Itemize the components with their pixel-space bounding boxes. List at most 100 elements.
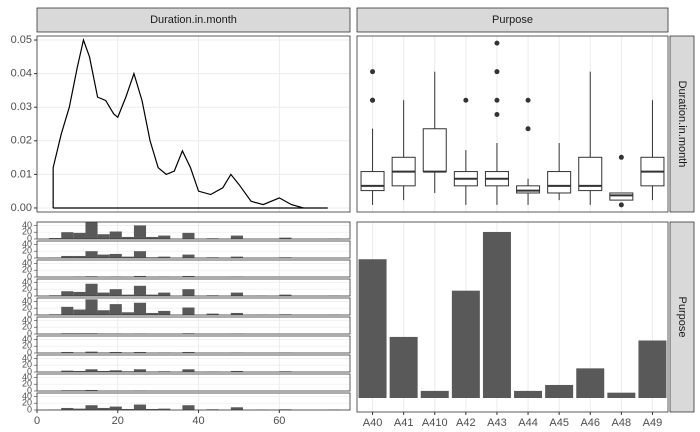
y-tick-label: 20 bbox=[22, 227, 32, 237]
box bbox=[578, 156, 603, 192]
x-tick-label: A40 bbox=[363, 417, 383, 429]
histogram-bar bbox=[133, 275, 147, 277]
histogram-bar bbox=[109, 289, 122, 296]
y-tick-label: 0 bbox=[27, 385, 32, 395]
panel-border bbox=[36, 392, 351, 411]
histogram-bar bbox=[230, 407, 243, 410]
strip bbox=[669, 35, 695, 213]
y-tick-label: 20 bbox=[22, 341, 32, 351]
outlier bbox=[494, 40, 500, 46]
histogram-bar bbox=[97, 234, 110, 239]
y-tick-label: 40 bbox=[22, 239, 32, 249]
histogram-bar bbox=[182, 232, 195, 239]
outlier bbox=[494, 97, 500, 103]
y-tick-label: 20 bbox=[22, 360, 32, 370]
histogram-bar bbox=[133, 369, 147, 372]
panel-background bbox=[37, 336, 350, 353]
panel-border bbox=[36, 240, 351, 259]
histogram-bar bbox=[121, 294, 134, 296]
bar bbox=[545, 384, 574, 399]
outlier bbox=[494, 111, 500, 117]
box bbox=[609, 192, 634, 201]
y-tick-label: 20 bbox=[22, 322, 32, 332]
x-tick-label: A44 bbox=[518, 417, 538, 429]
y-tick-label: 40 bbox=[22, 220, 32, 230]
y-tick-label: 0.00 bbox=[11, 202, 32, 214]
histogram-bar bbox=[73, 408, 86, 410]
box bbox=[360, 171, 385, 192]
outlier bbox=[370, 97, 376, 103]
strip bbox=[36, 7, 351, 33]
histogram-bar bbox=[109, 370, 122, 372]
panel-border bbox=[36, 221, 351, 240]
histogram-bar bbox=[279, 294, 292, 296]
histogram-bar bbox=[61, 370, 74, 372]
histogram-bar bbox=[61, 255, 74, 258]
histogram-bar bbox=[73, 309, 86, 315]
histogram-bar bbox=[133, 351, 147, 353]
outlier bbox=[618, 202, 624, 208]
histogram-bar bbox=[133, 225, 147, 239]
bar bbox=[389, 336, 418, 399]
histogram-bar bbox=[85, 299, 98, 315]
strip-label: Duration.in.month bbox=[150, 14, 237, 26]
y-tick-label: 0 bbox=[27, 271, 32, 281]
y-tick-label: 40 bbox=[22, 277, 32, 287]
panel-border bbox=[356, 221, 669, 413]
bar bbox=[358, 259, 387, 399]
histogram-bar bbox=[230, 235, 243, 239]
histogram-bar bbox=[182, 369, 195, 372]
x-tick-label: A410 bbox=[422, 417, 448, 429]
histogram-bar bbox=[230, 292, 243, 296]
bar bbox=[576, 368, 605, 399]
strip-label: Duration.in.month bbox=[676, 81, 688, 168]
histogram-bar bbox=[158, 292, 171, 296]
histogram-bar bbox=[61, 291, 74, 296]
panel-background bbox=[37, 260, 350, 277]
histogram-bar bbox=[158, 408, 171, 410]
histogram-bar bbox=[109, 406, 122, 410]
histogram-bar bbox=[182, 405, 195, 410]
histogram-bar bbox=[121, 312, 134, 315]
histogram-bar bbox=[73, 370, 86, 372]
y-tick-label: 20 bbox=[22, 398, 32, 408]
histogram-bar bbox=[230, 370, 243, 372]
y-tick-label: 40 bbox=[22, 334, 32, 344]
histogram-bar bbox=[158, 310, 171, 315]
y-tick-label: 0 bbox=[27, 252, 32, 262]
histogram-bar bbox=[121, 236, 134, 239]
y-tick-label: 40 bbox=[22, 258, 32, 268]
histogram-bar bbox=[206, 313, 219, 315]
y-tick-label: 0 bbox=[27, 347, 32, 357]
histogram-bar bbox=[61, 351, 74, 353]
panel-border bbox=[36, 35, 351, 213]
histogram-bar bbox=[85, 405, 98, 410]
histogram-bar bbox=[109, 304, 122, 315]
box bbox=[516, 185, 541, 194]
histogram-bar bbox=[49, 237, 62, 239]
y-tick-label: 0.02 bbox=[11, 135, 32, 147]
outlier bbox=[525, 97, 531, 103]
bar bbox=[607, 392, 636, 399]
bar bbox=[451, 290, 480, 399]
box bbox=[422, 128, 447, 173]
x-tick-label: A49 bbox=[643, 417, 663, 429]
outlier bbox=[463, 97, 469, 103]
histogram-bar bbox=[85, 283, 98, 296]
strip-label: Purpose bbox=[676, 297, 688, 338]
histogram-bar bbox=[73, 255, 86, 258]
panel-border bbox=[356, 35, 669, 213]
x-tick-label: A43 bbox=[487, 417, 507, 429]
histogram-bar bbox=[182, 254, 195, 258]
outlier bbox=[618, 154, 624, 160]
panel-border bbox=[36, 354, 351, 373]
y-tick-label: 0.05 bbox=[11, 34, 32, 46]
panel-border bbox=[36, 335, 351, 354]
x-tick-label: A42 bbox=[456, 417, 476, 429]
histogram-bar bbox=[97, 407, 110, 410]
x-tick-label: A48 bbox=[612, 417, 632, 429]
y-tick-label: 0 bbox=[27, 233, 32, 243]
histogram-bar bbox=[109, 351, 122, 353]
y-tick-label: 0.01 bbox=[11, 168, 32, 180]
